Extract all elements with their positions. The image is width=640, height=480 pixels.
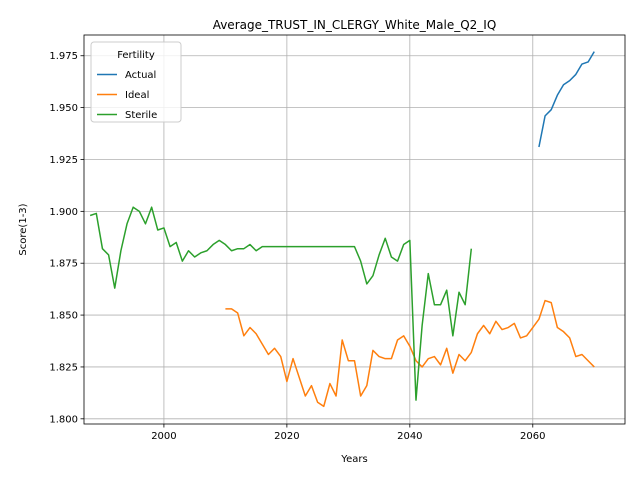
grid-lines: [84, 35, 625, 424]
y-tick-label: 1.925: [49, 155, 78, 166]
axes-frame: [83, 34, 626, 425]
y-tick-label: 1.975: [49, 51, 78, 62]
series-line-actual: [538, 51, 595, 148]
legend-entry-actual: Actual: [125, 70, 156, 81]
x-tick-label: 2040: [397, 431, 422, 442]
chart-title: Average_TRUST_IN_CLERGY_White_Male_Q2_IQ: [213, 18, 497, 32]
y-tick-label: 1.800: [49, 414, 78, 425]
legend: Fertility Actual Ideal Sterile: [90, 41, 182, 123]
y-tick-label: 1.950: [49, 103, 78, 114]
y-tick-label: 1.875: [49, 259, 78, 270]
series-lines: [89, 51, 595, 408]
y-tick-label: 1.900: [49, 207, 78, 218]
series-line-sterile: [89, 206, 473, 401]
x-tick-label: 2000: [151, 431, 176, 442]
legend-title: Fertility: [117, 50, 155, 61]
legend-box: [90, 41, 182, 123]
y-tick-label: 1.825: [49, 362, 78, 373]
y-axis-label: Score(1-3): [18, 203, 29, 255]
x-axis-label: Years: [340, 454, 367, 465]
y-tick-label: 1.850: [49, 311, 78, 322]
legend-entry-sterile: Sterile: [125, 110, 157, 121]
x-tick-label: 2020: [274, 431, 299, 442]
series-line-ideal: [225, 299, 595, 408]
axis-ticks: 2000 2020 2040 2060 1.800 1.825 1.850 1.875 1.90…: [49, 51, 545, 442]
x-tick-label: 2060: [520, 431, 545, 442]
legend-entry-ideal: Ideal: [125, 90, 149, 101]
